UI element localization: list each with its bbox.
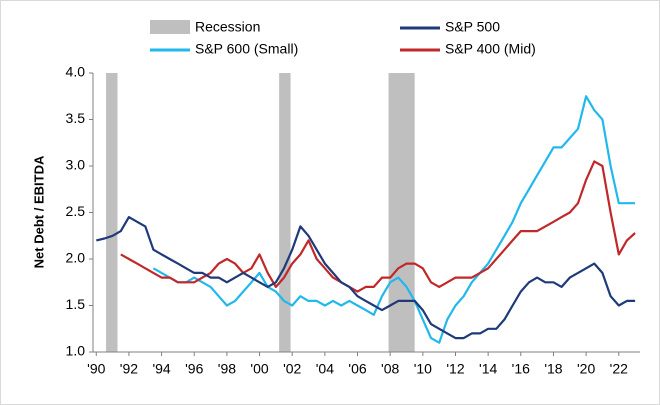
- x-tick-label: '18: [544, 361, 562, 377]
- x-tick-label: '10: [414, 361, 432, 377]
- y-tick-label: 1.5: [66, 296, 86, 312]
- legend-label: S&P 500: [445, 19, 500, 35]
- recession-band: [388, 73, 415, 352]
- x-tick-label: '90: [87, 361, 105, 377]
- y-tick-label: 2.5: [66, 203, 86, 219]
- legend-label: S&P 600 (Small): [195, 41, 298, 57]
- x-tick-label: '06: [348, 361, 366, 377]
- y-axis-label: Net Debt / EBITDA: [31, 155, 46, 268]
- legend-swatch: [150, 20, 190, 34]
- x-tick-label: '96: [185, 361, 203, 377]
- x-tick-label: '20: [577, 361, 595, 377]
- x-tick-label: '02: [283, 361, 301, 377]
- x-tick-label: '98: [218, 361, 236, 377]
- y-tick-label: 3.0: [66, 157, 86, 173]
- y-tick-label: 4.0: [66, 64, 86, 80]
- x-tick-label: '12: [446, 361, 464, 377]
- y-tick-label: 2.0: [66, 250, 86, 266]
- x-tick-label: '08: [381, 361, 399, 377]
- y-tick-label: 3.5: [66, 110, 86, 126]
- y-tick-label: 1.0: [66, 343, 86, 359]
- x-tick-label: '94: [152, 361, 170, 377]
- recession-band: [279, 73, 291, 352]
- x-tick-label: '00: [250, 361, 268, 377]
- x-tick-label: '04: [316, 361, 334, 377]
- recession-band: [106, 73, 118, 352]
- legend-label: Recession: [195, 19, 260, 35]
- series-line: [96, 216, 636, 340]
- x-tick-label: '22: [610, 361, 628, 377]
- legend-label: S&P 400 (Mid): [445, 41, 536, 57]
- series-line: [152, 95, 636, 344]
- x-tick-label: '16: [512, 361, 530, 377]
- x-tick-label: '92: [120, 361, 138, 377]
- x-tick-label: '14: [479, 361, 497, 377]
